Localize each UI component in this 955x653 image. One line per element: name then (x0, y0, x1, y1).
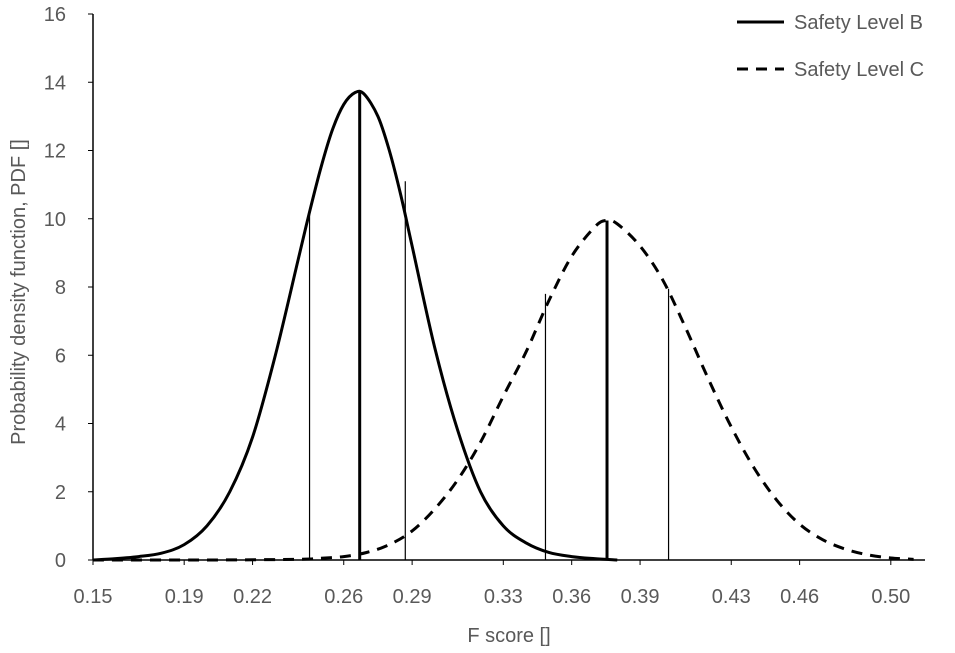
x-tick-label: 0.39 (621, 586, 660, 608)
series-safety-level-c (92, 218, 914, 562)
y-tick-label: 2 (55, 482, 66, 504)
y-tick-label: 14 (44, 72, 66, 94)
y-axis-title: Probability density function, PDF [] (8, 139, 30, 445)
x-tick-label: 0.50 (871, 586, 910, 608)
x-tick-label: 0.33 (484, 586, 523, 608)
y-tick-label: 6 (55, 345, 66, 367)
series-line-safety-level-b (92, 89, 618, 562)
x-tick-label: 0.15 (74, 586, 113, 608)
y-tick-label: 16 (44, 4, 66, 26)
x-tick-label: 0.19 (165, 586, 204, 608)
y-tick-label: 10 (44, 209, 66, 231)
legend-label-safety-level-c: Safety Level C (794, 59, 924, 81)
y-tick-label: 0 (55, 550, 66, 572)
legend: Safety Level B Safety Level C (737, 12, 924, 81)
x-tick-label: 0.43 (712, 586, 751, 608)
y-tick-label: 4 (55, 414, 66, 436)
x-tick-label: 0.26 (324, 586, 363, 608)
series-layer (92, 89, 914, 562)
legend-label-safety-level-b: Safety Level B (794, 12, 923, 34)
x-axis: 0.15 0.19 0.22 0.26 0.29 0.33 0.36 0.39 0.43 0.46… (74, 559, 925, 608)
y-tick-label: 12 (44, 141, 66, 163)
x-tick-label: 0.29 (393, 586, 432, 608)
x-axis-title: F score [] (467, 625, 550, 647)
x-tick-label: 0.36 (552, 586, 591, 608)
y-axis: 0 2 4 6 8 10 12 14 16 (44, 4, 94, 572)
x-tick-label: 0.46 (780, 586, 819, 608)
y-tick-label: 8 (55, 277, 66, 299)
series-safety-level-b (92, 89, 618, 562)
series-line-safety-level-c (92, 218, 914, 562)
x-tick-label: 0.22 (233, 586, 272, 608)
